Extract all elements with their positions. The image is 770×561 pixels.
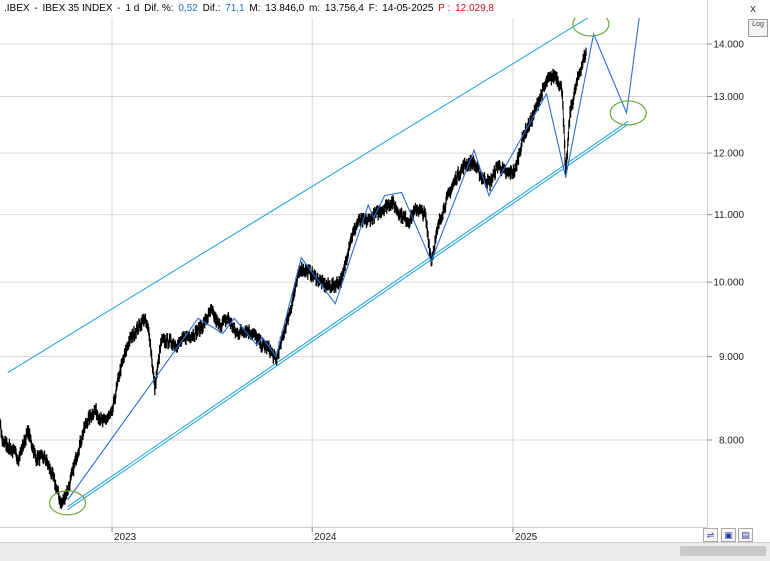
price-label: P : — [438, 3, 451, 14]
price-value: 12.029,8 — [455, 3, 494, 14]
zoom-icon[interactable]: ⇌ — [703, 528, 718, 542]
dif-value: 71,1 — [225, 3, 245, 14]
min-value: 13.756,4 — [324, 3, 364, 14]
date-label: F: — [368, 3, 378, 14]
y-tick-label: 11.000 — [714, 210, 744, 221]
y-tick-label: 10.000 — [713, 278, 744, 289]
close-button[interactable]: x — [750, 3, 756, 15]
plot-area — [0, 18, 647, 516]
min-label: m: — [309, 3, 321, 14]
date-value: 14-05-2025 — [382, 3, 434, 14]
y-tick-label: 12.000 — [713, 149, 744, 160]
y-axis-panel[interactable] — [707, 0, 770, 527]
channel-lower-line — [67, 123, 629, 511]
log-scale-toggle[interactable]: Log — [748, 19, 768, 37]
price-chart[interactable]: 14.000 13.000 12.000 11.000 10.000 9.000 8.000… — [0, 0, 770, 542]
dif-pct-label: Dif. %: — [144, 3, 174, 14]
print-icon[interactable]: ▤ — [738, 528, 753, 542]
y-tick-label: 9.000 — [719, 352, 744, 363]
log-label: Log — [752, 21, 764, 28]
x-tick-label: 2023 — [114, 532, 137, 542]
x-tick-label: 2024 — [314, 532, 337, 542]
y-tick-label: 13.000 — [713, 92, 744, 103]
save-icon[interactable]: ▣ — [721, 528, 736, 542]
y-tick-label: 14.000 — [713, 40, 744, 51]
channel-upper-line — [7, 18, 589, 373]
pivot-circle-2 — [572, 18, 610, 37]
zigzag-line — [67, 18, 640, 501]
dif-pct-value: 0,52 — [178, 3, 198, 14]
x-tick-label: 2025 — [515, 532, 538, 542]
separator-2: - — [117, 3, 121, 14]
interval-label: 1 d — [125, 3, 140, 14]
max-label: M: — [249, 3, 261, 14]
x-axis-panel[interactable] — [0, 527, 707, 542]
dif-label: Dif.: — [202, 3, 221, 14]
separator: - — [34, 3, 38, 14]
scroll-bar[interactable] — [0, 542, 770, 561]
max-value: 13.846,0 — [265, 3, 305, 14]
info-bar: .IBEX - IBEX 35 INDEX - 1 d Dif. %: 0,52… — [0, 0, 724, 18]
price-line — [0, 51, 587, 505]
pivot-circle-1 — [48, 490, 87, 516]
index-name: IBEX 35 INDEX — [42, 3, 113, 14]
channel-lower-line-2 — [67, 120, 629, 508]
scroll-thumb[interactable] — [680, 546, 766, 556]
symbol-label: .IBEX — [4, 3, 30, 14]
y-tick-label: 8.000 — [719, 436, 744, 447]
pivot-circle-3 — [609, 100, 647, 126]
